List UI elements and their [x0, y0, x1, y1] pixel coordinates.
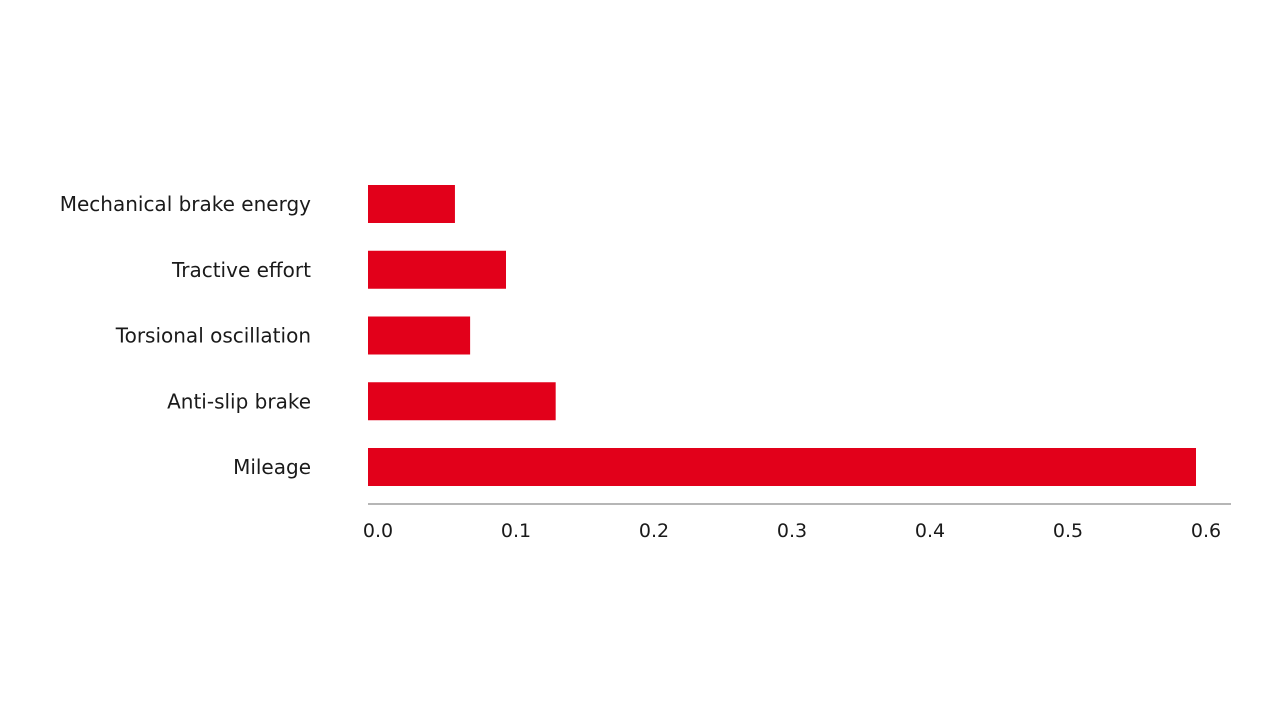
category-label: Tractive effort — [171, 258, 311, 282]
x-tick-label: 0.5 — [1053, 520, 1083, 542]
bar-mechanical-brake-energy — [368, 185, 455, 223]
category-label: Mileage — [233, 455, 311, 479]
bar-mileage — [368, 448, 1196, 486]
bar-anti-slip-brake — [368, 382, 556, 421]
bars — [368, 185, 1196, 486]
x-tick-label: 0.1 — [501, 520, 531, 542]
bar-tractive-effort — [368, 250, 506, 289]
category-label: Anti-slip brake — [167, 389, 311, 413]
category-labels: Mechanical brake energy Tractive effort To… — [60, 192, 311, 479]
x-axis-tick-labels: 0.0 0.1 0.2 0.3 0.4 0.5 0.6 — [363, 520, 1221, 542]
bar-torsional-oscillation — [368, 316, 471, 355]
x-tick-label: 0.6 — [1191, 520, 1221, 542]
x-tick-label: 0.4 — [915, 520, 945, 542]
category-label: Mechanical brake energy — [60, 192, 311, 216]
x-tick-label: 0.2 — [639, 520, 669, 542]
x-tick-label: 0.0 — [363, 520, 393, 542]
category-label: Torsional oscillation — [115, 324, 311, 348]
x-tick-label: 0.3 — [777, 520, 807, 542]
